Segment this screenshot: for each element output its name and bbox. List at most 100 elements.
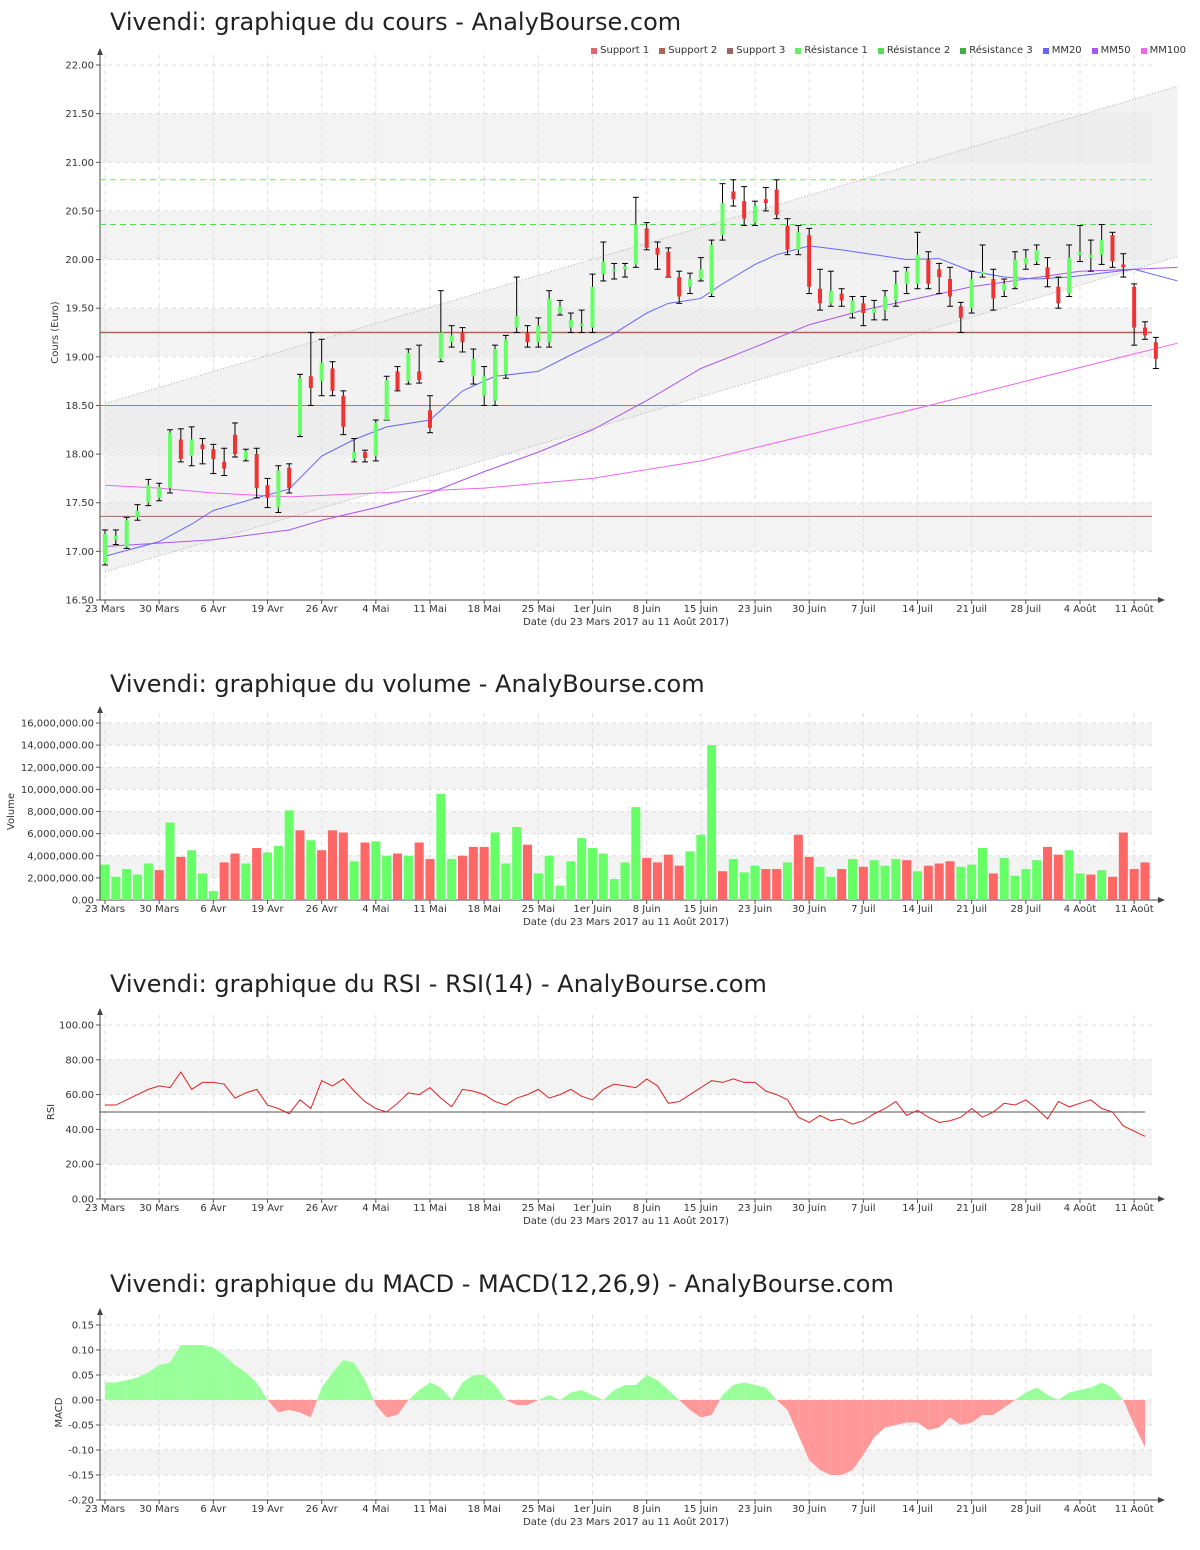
candle-body xyxy=(157,487,162,498)
macd-positive-area xyxy=(343,1360,355,1400)
price-x-tick-label: 8 Juin xyxy=(633,604,661,615)
macd-negative-area xyxy=(1123,1400,1135,1425)
price-y-tick-label: 20.00 xyxy=(65,255,94,266)
volume-bar xyxy=(425,859,435,900)
macd-band xyxy=(100,1450,1152,1475)
legend-label: Résistance 3 xyxy=(969,45,1033,56)
volume-bar xyxy=(685,851,695,900)
macd-negative-area xyxy=(505,1400,517,1405)
price-x-tick-label: 26 Avr xyxy=(306,604,339,615)
macd-positive-area xyxy=(191,1345,203,1400)
candle-body xyxy=(937,269,942,278)
rsi-chart-title: Vivendi: graphique du RSI - RSI(14) - An… xyxy=(110,970,767,998)
volume-bar xyxy=(891,859,901,900)
volume-bar xyxy=(1086,874,1096,900)
macd-y-axis-label: MACD xyxy=(54,1397,65,1427)
macd-negative-area xyxy=(993,1400,1005,1415)
macd-positive-area xyxy=(159,1362,170,1400)
macd-positive-area xyxy=(570,1390,582,1400)
candle-body xyxy=(146,485,151,503)
candle-body xyxy=(601,261,606,275)
candle-body xyxy=(785,225,790,250)
candle-body xyxy=(677,277,682,297)
candle-body xyxy=(1110,235,1115,262)
volume-bar xyxy=(317,850,327,900)
macd-positive-area xyxy=(733,1382,745,1400)
volume-y-tick-label: 14,000,000.00 xyxy=(21,741,94,752)
volume-x-tick-label: 26 Avr xyxy=(306,904,339,915)
candle-body xyxy=(373,422,378,457)
price-chart-title: Vivendi: graphique du cours - AnalyBours… xyxy=(110,8,682,36)
volume-bar xyxy=(1021,869,1031,900)
price-x-tick-label: 21 Juil xyxy=(956,604,987,615)
volume-bar xyxy=(241,863,251,900)
volume-x-tick-label: 8 Juin xyxy=(633,904,661,915)
legend-swatch xyxy=(1042,47,1049,54)
macd-negative-area xyxy=(928,1400,940,1430)
volume-y-arrow xyxy=(97,706,103,713)
macd-positive-area xyxy=(646,1375,658,1400)
volume-bar xyxy=(1097,870,1107,900)
macd-positive-area xyxy=(614,1385,625,1400)
macd-positive-area xyxy=(321,1372,333,1400)
macd-positive-area xyxy=(1090,1382,1102,1400)
macd-y-tick-label: 0.05 xyxy=(72,1371,94,1382)
rsi-y-arrow xyxy=(97,1008,103,1015)
volume-bar xyxy=(978,848,987,900)
macd-x-tick-label: 7 Juil xyxy=(851,1504,875,1515)
macd-chart-panel: Vivendi: graphique du MACD - MACD(12,26,… xyxy=(0,1240,1200,1550)
macd-positive-area xyxy=(256,1382,268,1400)
price-legend: Support 1 Support 2 Support 3 Résistance 1 R… xyxy=(591,45,1186,56)
legend-label: MM50 xyxy=(1100,45,1131,56)
macd-x-tick-label: 15 Juin xyxy=(684,1504,718,1515)
volume-y-tick-label: 0.00 xyxy=(72,896,94,907)
legend-item: Résistance 3 xyxy=(960,45,1033,56)
candle-body xyxy=(168,432,172,489)
price-x-tick-label: 6 Avr xyxy=(200,604,227,615)
macd-negative-area xyxy=(885,1400,896,1428)
candle-body xyxy=(774,189,779,215)
macd-x-tick-label: 4 Mai xyxy=(362,1504,389,1515)
candle-body xyxy=(319,362,324,382)
rsi-band xyxy=(100,1129,1152,1165)
candle-body xyxy=(1088,254,1093,258)
volume-bar xyxy=(165,822,175,900)
macd-positive-area xyxy=(126,1377,138,1400)
volume-y-tick-label: 12,000,000.00 xyxy=(21,763,94,774)
macd-negative-area xyxy=(700,1400,712,1418)
volume-bar xyxy=(902,860,912,900)
volume-bar xyxy=(1075,873,1085,900)
volume-bar xyxy=(718,871,727,900)
volume-bar xyxy=(382,855,392,900)
candle-body xyxy=(493,349,497,401)
volume-x-tick-label: 1er Juin xyxy=(573,904,611,915)
candle-body xyxy=(211,449,216,459)
volume-bar xyxy=(555,885,565,900)
rsi-x-axis-label: Date (du 23 Mars 2017 au 11 Août 2017) xyxy=(523,1215,729,1227)
candle-body xyxy=(222,461,227,469)
candle-body xyxy=(1121,264,1126,268)
macd-positive-area xyxy=(657,1380,669,1400)
macd-y-tick-label: -0.20 xyxy=(68,1496,94,1507)
candle-body xyxy=(103,533,107,564)
macd-positive-area xyxy=(354,1362,365,1400)
volume-bar xyxy=(707,745,717,900)
price-x-tick-label: 14 Juil xyxy=(902,604,933,615)
volume-bar xyxy=(544,855,554,900)
volume-bar xyxy=(642,857,652,900)
candle-body xyxy=(688,279,692,287)
candle-body xyxy=(883,296,887,311)
volume-bar xyxy=(187,850,197,900)
candle-body xyxy=(113,535,118,540)
volume-bar xyxy=(1129,869,1139,900)
volume-bar xyxy=(1043,846,1052,900)
volume-bar xyxy=(620,862,630,900)
volume-bar xyxy=(349,861,359,900)
volume-bar xyxy=(566,861,576,900)
legend-item: Support 3 xyxy=(727,45,785,56)
candle-body xyxy=(1143,327,1147,336)
rsi-x-tick-label: 26 Avr xyxy=(306,1203,339,1214)
rsi-x-arrow xyxy=(1158,1196,1165,1202)
macd-positive-area xyxy=(1025,1387,1037,1400)
candle-body xyxy=(839,293,844,301)
